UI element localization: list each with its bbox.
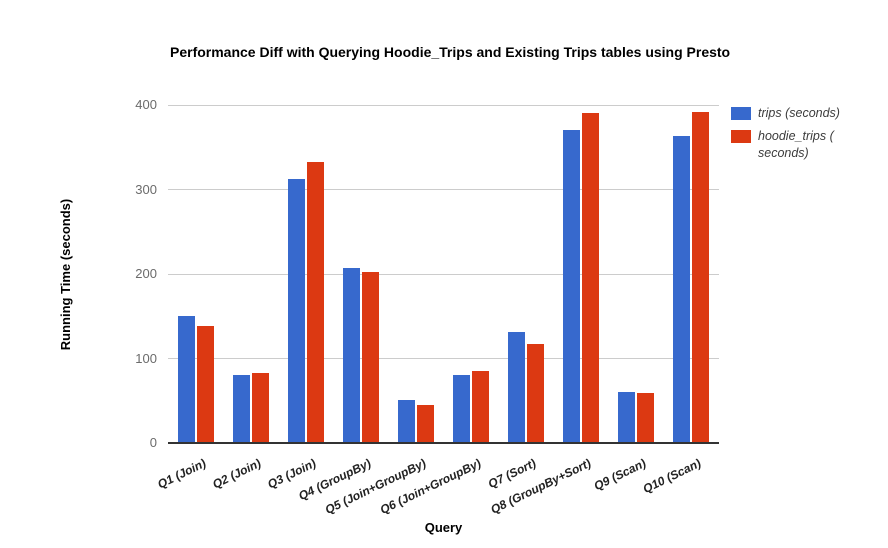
y-tick-label-100: 100 (135, 350, 157, 366)
bar-trips-Q8 (563, 129, 581, 443)
bar-trips-Q3 (287, 178, 305, 443)
bar-hoodie_trips-Q1 (196, 326, 214, 443)
chart-title: Performance Diff with Querying Hoodie_Tr… (170, 44, 731, 60)
bar-hoodie_trips-Q2 (251, 372, 269, 443)
bar-trips-Q10 (673, 136, 691, 443)
plot-area (168, 104, 719, 444)
legend-swatch-hoodie-trips (731, 130, 751, 143)
bar-hoodie_trips-Q7 (527, 344, 545, 443)
bar-trips-Q9 (618, 392, 636, 443)
bar-trips-Q6 (453, 374, 471, 443)
bar-hoodie_trips-Q3 (306, 162, 324, 443)
bar-hoodie_trips-Q6 (472, 371, 490, 443)
bar-hoodie_trips-Q9 (637, 393, 655, 443)
gridline-300 (168, 189, 719, 190)
y-tick-label-200: 200 (135, 266, 157, 281)
bar-group-6 (444, 105, 499, 443)
bar-hoodie_trips-Q8 (582, 113, 600, 443)
gridline-100 (168, 358, 719, 359)
y-axis-title-text: Running Time (seconds) (58, 198, 74, 350)
bar-group-4 (333, 105, 388, 443)
bar-hoodie_trips-Q10 (692, 111, 710, 443)
x-axis-baseline (168, 442, 719, 444)
bar-group-5 (388, 105, 443, 443)
x-axis-title: Query (424, 520, 463, 535)
bar-trips-Q1 (177, 316, 195, 443)
bar-hoodie_trips-Q5 (416, 404, 434, 443)
legend-swatch-trips (731, 107, 751, 120)
bar-trips-Q4 (342, 268, 360, 443)
bar-trips-Q5 (397, 399, 415, 443)
bar-group-8 (554, 105, 609, 443)
bar-group-2 (223, 105, 278, 443)
legend-item-trips: trips (seconds) (731, 105, 874, 122)
gridline-400 (168, 104, 719, 106)
y-tick-label-0: 0 (149, 435, 157, 450)
legend: trips (seconds) hoodie_trips ( seconds) (731, 105, 874, 168)
bar-group-7 (499, 105, 554, 443)
y-tick-label-300: 300 (135, 181, 157, 197)
gridline-200 (168, 273, 719, 275)
bar-group-1 (168, 105, 223, 443)
bar-group-9 (609, 105, 664, 443)
bar-trips-Q7 (508, 332, 526, 443)
y-axis-title: Running Time (seconds) (56, 105, 76, 443)
legend-label-trips: trips (seconds) (758, 106, 840, 120)
bar-group-3 (278, 105, 333, 443)
bar-group-10 (664, 105, 719, 443)
legend-item-hoodie-trips: hoodie_trips ( seconds) (731, 128, 874, 162)
legend-label-hoodie-trips: hoodie_trips ( seconds) (758, 129, 834, 160)
y-tick-label-400: 400 (135, 97, 157, 112)
bar-hoodie_trips-Q4 (361, 272, 379, 443)
bar-trips-Q2 (232, 374, 250, 443)
